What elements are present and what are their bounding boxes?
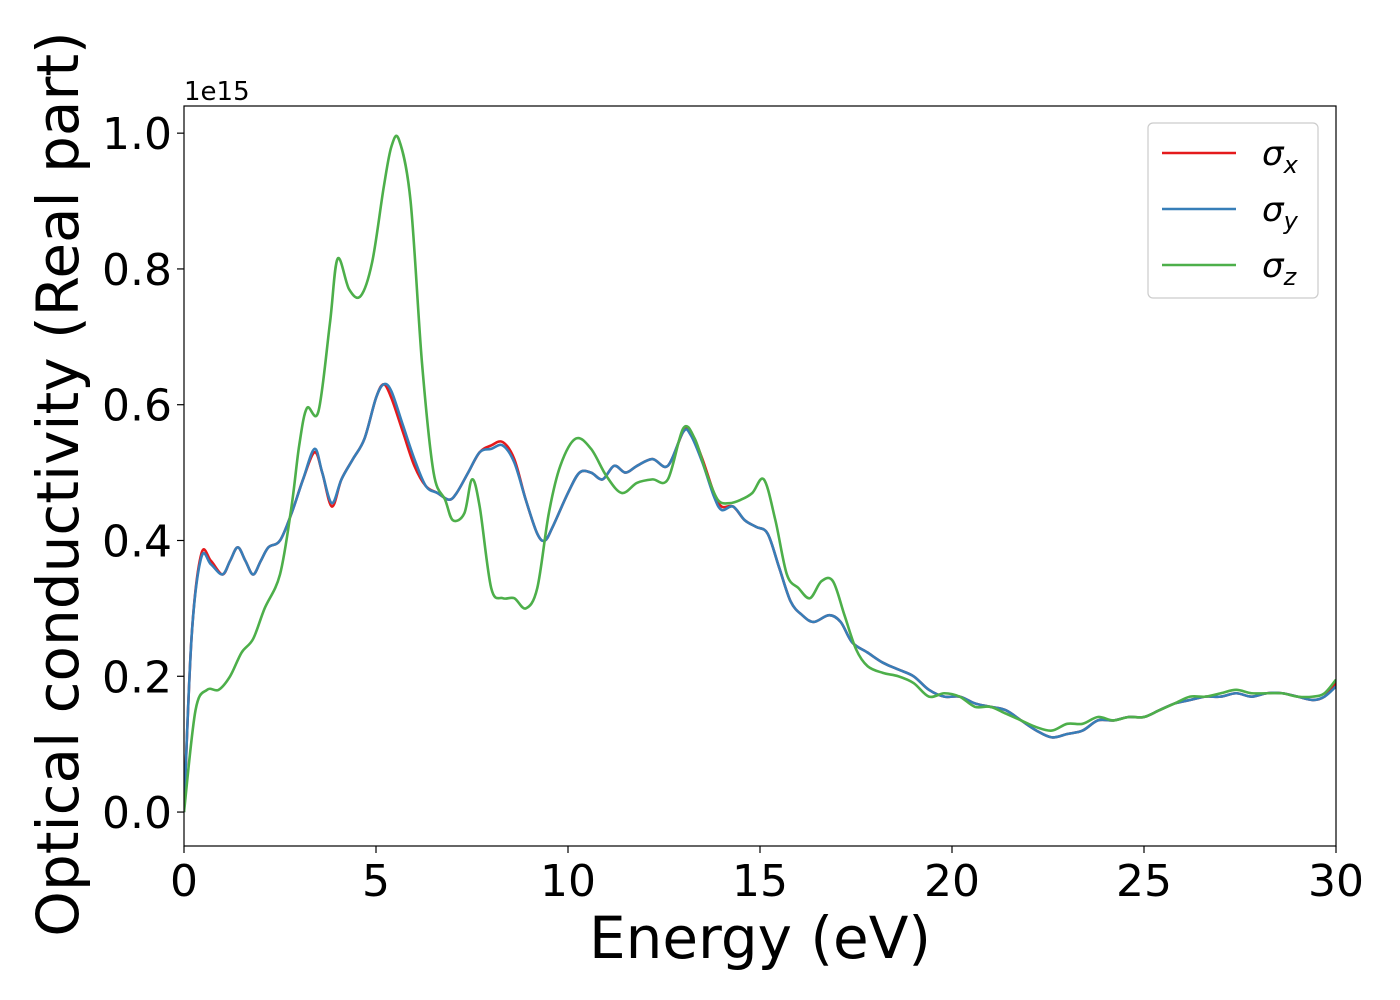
- series-layer: [184, 134, 1336, 813]
- y-tick-label: 0.4: [102, 516, 172, 567]
- y-tick-label: 0.8: [102, 245, 172, 296]
- y-tick-label: 0.0: [102, 788, 172, 839]
- legend-frame: [1147, 122, 1319, 299]
- y-tick-label: 0.2: [102, 652, 172, 703]
- x-tick-label: 15: [732, 856, 788, 907]
- ticks-layer: 0 5 10 15 20 25 30 0.0 0.2 0.4 0.6 0.8 1.0: [102, 109, 1364, 907]
- legend-label-z: σz: [1262, 246, 1298, 291]
- legend: σx σy σz: [1147, 122, 1319, 299]
- y-axis-title: Optical conductivity (Real part): [24, 31, 92, 936]
- series-line-z: [184, 134, 1336, 813]
- legend-label-y: σy: [1262, 190, 1299, 235]
- x-tick-label: 20: [924, 856, 980, 907]
- x-tick-label: 25: [1116, 856, 1172, 907]
- x-tick-label: 5: [362, 856, 390, 907]
- legend-label-x: σx: [1262, 134, 1299, 179]
- x-tick-label: 30: [1308, 856, 1364, 907]
- x-axis-title: Energy (eV): [589, 904, 931, 972]
- y-tick-label: 0.6: [102, 381, 172, 432]
- x-tick-label: 10: [540, 856, 596, 907]
- x-tick-label: 0: [170, 856, 198, 907]
- y-offset-label: 1e15: [184, 77, 250, 107]
- y-tick-label: 1.0: [102, 109, 172, 160]
